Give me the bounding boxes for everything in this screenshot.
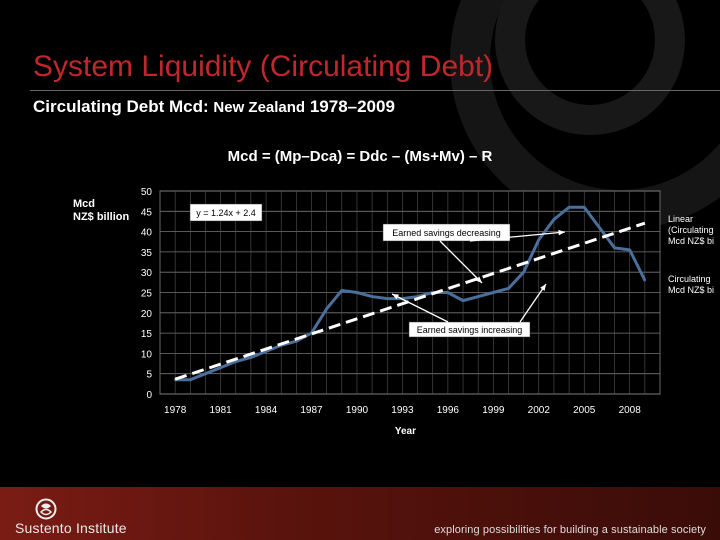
data-point — [325, 307, 328, 310]
y-tick-label: 10 — [141, 349, 153, 360]
legend-linear-trend: Linear (Circulating Mcd NZ$ bi — [668, 214, 714, 247]
series-layer — [173, 205, 647, 382]
legend-circulating-series: Circulating Mcd NZ$ bi — [668, 274, 714, 296]
footer-tagline: exploring possibilities for building a s… — [434, 524, 706, 536]
arrow-decreasing-to-trend-head — [475, 276, 482, 283]
legend-linear-line3: Mcd NZ$ bi — [668, 236, 715, 246]
x-tick-label: 1981 — [209, 405, 232, 416]
slide-title: System Liquidity (Circulating Debt) — [33, 50, 494, 83]
data-point — [386, 297, 389, 300]
annotation-equation: y = 1.24x + 2.4 — [189, 203, 263, 222]
legend-series-line2: Mcd NZ$ bi — [668, 285, 715, 295]
footer-band — [0, 487, 720, 540]
data-point — [583, 206, 586, 209]
arrow-increasing-to-trend — [391, 293, 449, 323]
data-point — [249, 356, 253, 359]
arrow-decreasing-to-trend — [439, 240, 483, 284]
x-tick-label: 2002 — [528, 405, 551, 416]
y-axis-title-line1: Mcd — [73, 198, 95, 210]
y-axis-title: Mcd NZ$ billion — [73, 198, 129, 224]
annotation-savings-decreasing-box — [382, 223, 511, 242]
y-tick-label: 25 — [141, 289, 153, 300]
series-line-circulating-mcd — [175, 205, 647, 382]
subtitle-years: 1978–2009 — [305, 97, 395, 116]
data-point — [476, 295, 480, 298]
legend-series-line1: Circulating — [668, 274, 711, 284]
arrow-increasing-to-series — [519, 283, 547, 323]
data-point — [598, 226, 601, 229]
sustento-logo-icon — [35, 498, 57, 520]
annotation-savings-decreasing: Earned savings decreasing — [382, 223, 511, 242]
data-point — [219, 366, 222, 369]
y-tick-label: 30 — [141, 268, 153, 279]
annotation-layer: y = 1.24x + 2.4 Earned savings decreasing… — [189, 203, 566, 338]
y-axis-title-line2: NZ$ billion — [73, 211, 130, 223]
trend-line-linear — [174, 221, 646, 381]
annotation-savings-decreasing-text: Earned savings decreasing — [392, 228, 501, 238]
x-tick-label: 1999 — [482, 405, 505, 416]
x-tick-label: 2005 — [573, 405, 596, 416]
legend-linear-line2: (Circulating — [668, 225, 714, 235]
data-point — [613, 246, 616, 250]
y-tick-label: 15 — [141, 329, 153, 340]
data-point — [446, 291, 450, 294]
x-tick-label: 1993 — [391, 405, 414, 416]
data-point — [234, 360, 237, 363]
x-axis-title: Year — [395, 426, 416, 437]
data-point — [461, 299, 465, 302]
x-tick-label: 1987 — [300, 405, 323, 416]
data-point — [537, 238, 540, 241]
annotation-equation-box — [189, 203, 263, 222]
subtitle-country: New Zealand — [213, 99, 306, 116]
arrow-decreasing-to-peak-head — [558, 229, 565, 236]
legend-linear-line1: Linear — [668, 214, 694, 224]
data-point — [628, 248, 631, 252]
data-point — [492, 291, 495, 294]
y-tick-label: 0 — [146, 390, 152, 401]
x-tick-label: 1978 — [164, 405, 187, 416]
chart-formula-title: Mcd = (Mp–Dca) = Ddc – (Ms+Mv) – R — [227, 148, 493, 165]
data-point — [370, 295, 374, 298]
y-tick-label: 45 — [141, 207, 153, 218]
y-tick-label: 50 — [141, 187, 153, 198]
annotation-savings-increasing-text: Earned savings increasing — [417, 325, 523, 335]
data-point — [507, 287, 510, 290]
arrow-increasing-to-series-head — [540, 284, 546, 291]
data-point — [567, 206, 571, 209]
annotation-savings-increasing-box — [408, 321, 531, 338]
title-divider — [30, 90, 720, 91]
y-tick-label: 5 — [146, 370, 152, 381]
data-point — [340, 289, 344, 292]
subtitle-main: Circulating Debt Mcd: — [33, 97, 214, 116]
y-tick-label: 20 — [141, 309, 153, 320]
axis-layer: 0 5 10 15 20 25 30 35 40 45 50 1978 1981 1984 1987 1990… — [141, 187, 641, 437]
x-tick-label: 1990 — [346, 405, 369, 416]
data-point — [552, 218, 556, 221]
arrow-decreasing-to-peak — [469, 231, 566, 242]
data-point — [643, 279, 647, 282]
x-tick-label: 1984 — [255, 405, 278, 416]
data-point — [204, 372, 207, 375]
grid-layer — [159, 190, 661, 395]
x-tick-label: 1996 — [437, 405, 460, 416]
slide-subtitle: Circulating Debt Mcd: New Zealand 1978–2… — [33, 97, 395, 117]
data-point — [522, 271, 525, 274]
x-tick-label: 2008 — [619, 405, 642, 416]
y-tick-label: 35 — [141, 248, 153, 259]
y-tick-label: 40 — [141, 228, 153, 239]
annotation-savings-increasing: Earned savings increasing — [408, 321, 531, 338]
data-point — [355, 291, 359, 294]
data-point — [189, 378, 192, 381]
annotation-equation-text: y = 1.24x + 2.4 — [196, 208, 256, 218]
arrow-increasing-to-trend-head — [392, 294, 399, 300]
brand-name: Sustento Institute — [15, 520, 127, 536]
